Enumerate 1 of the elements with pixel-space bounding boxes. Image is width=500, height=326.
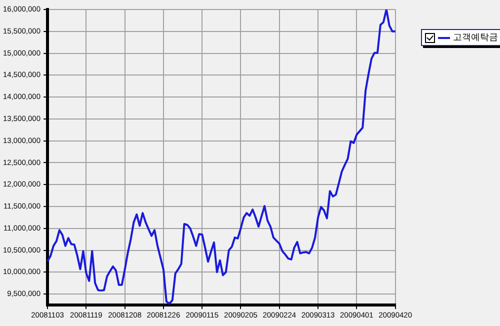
legend-label: 고객예탁금 — [453, 32, 498, 44]
